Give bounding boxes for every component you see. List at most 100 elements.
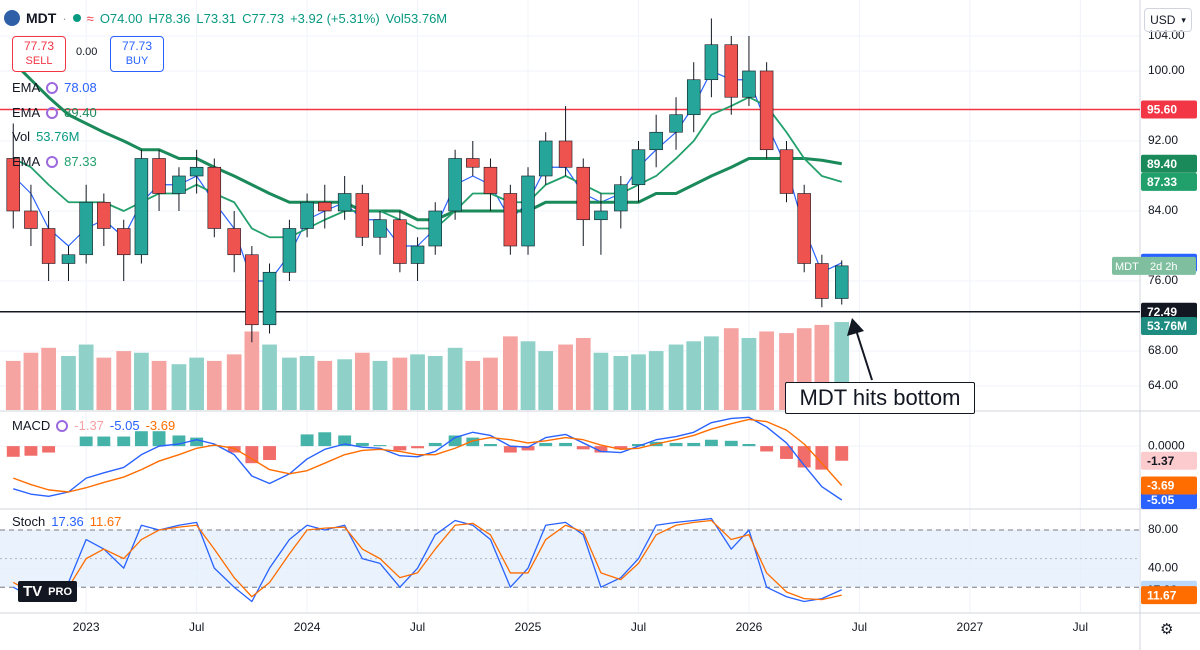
price-badge: [1141, 172, 1197, 191]
currency-select[interactable]: USD ▾: [1144, 8, 1192, 32]
volume-badge-label: 53.76M: [1147, 319, 1187, 333]
sell-button[interactable]: 77.73 SELL: [12, 36, 66, 72]
legend-value: 11.67: [89, 514, 122, 529]
volume-bar: [502, 336, 518, 410]
volume-bar: [392, 357, 408, 410]
symbol[interactable]: MDT: [26, 10, 57, 26]
volume-bar: [483, 357, 498, 410]
volume-bar: [171, 364, 187, 410]
price-badge: [1141, 100, 1197, 119]
macd-histogram-bar: [172, 435, 186, 447]
icon[interactable]: [56, 419, 69, 432]
candle-body: [410, 245, 425, 264]
macd-histogram-bar: [466, 437, 480, 447]
x-tick-label: 2024: [294, 620, 321, 634]
x-tick-label: 2027: [957, 620, 984, 634]
volume-bar: [337, 359, 353, 410]
macd-histogram-bar: [6, 446, 20, 457]
macd-histogram-bar: [760, 446, 774, 452]
candle-body: [262, 271, 277, 326]
macd-histogram-bar: [24, 446, 38, 456]
price-badge: [1141, 476, 1197, 495]
buy-button[interactable]: 77.73 BUY: [110, 36, 164, 72]
price-badge: [1141, 154, 1197, 173]
compare-icon[interactable]: ≈: [86, 10, 94, 26]
y-tick-label: 0.0000: [1148, 438, 1185, 452]
candle-body: [779, 149, 794, 194]
candle-body: [79, 201, 93, 256]
logo: TV PRO: [18, 581, 78, 602]
logo-mark: TV: [23, 583, 43, 600]
candle-body: [24, 210, 38, 229]
icon[interactable]: [46, 155, 59, 168]
volume-bar: [206, 360, 222, 410]
ohlc-open: O74.00: [99, 10, 143, 26]
countdown: 2d 2h: [1150, 261, 1178, 273]
volume-badge: [1141, 317, 1197, 335]
icon[interactable]: [46, 106, 59, 119]
volume-bar: [78, 344, 94, 410]
candle-body: [207, 166, 222, 229]
volume-bar: [299, 356, 315, 410]
volume-bar: [5, 360, 21, 410]
macd-histogram-bar: [245, 446, 259, 464]
candle-body: [448, 158, 462, 212]
candle-body: [152, 158, 166, 194]
legend-macd: MACD -1.37 -5.05 -3.69: [12, 418, 175, 433]
settings[interactable]: ⚙: [1160, 621, 1174, 638]
volume-bar: [244, 331, 260, 410]
ohlc-close: C77.73: [242, 10, 285, 26]
x-tick-label: 2026: [736, 620, 763, 634]
legend-ema: EMA 87.33: [12, 154, 97, 169]
volume-bar: [354, 352, 370, 410]
x-tick-label: Jul: [189, 620, 204, 634]
legend-value: 89.40: [64, 105, 97, 120]
legend-stoch: Stoch 17.36 11.67: [12, 514, 121, 529]
price-badge-label: 87.33: [1147, 175, 1177, 189]
candle-body: [649, 131, 663, 151]
x-tick-label: Jul: [852, 620, 867, 634]
x-tick-label: 2025: [515, 620, 542, 634]
arrow-shaft: [855, 329, 873, 381]
volume-bar: [427, 356, 443, 410]
icon[interactable]: [46, 81, 59, 94]
candle-body: [538, 140, 553, 177]
legend-name: Stoch: [12, 514, 46, 529]
volume-bar: [575, 338, 591, 410]
price-badge: [1141, 302, 1197, 321]
legend-value: 17.36: [51, 514, 84, 529]
y-tick-label: 84.00: [1148, 203, 1178, 217]
candle-body: [614, 184, 628, 212]
volume-bar: [189, 357, 204, 410]
candle-body: [282, 228, 297, 273]
candle-body: [428, 210, 442, 247]
candle-body: [337, 193, 352, 212]
legend-value: -1.37: [74, 418, 104, 433]
y-tick-label: 76.00: [1148, 273, 1178, 287]
volume-bar: [558, 344, 573, 410]
candle-body: [759, 70, 774, 151]
legend-volume: Vol 53.76M: [12, 129, 79, 144]
legend-name: EMA: [12, 154, 41, 169]
x-tick-label: Jul: [1073, 620, 1088, 634]
legend-value: -3.69: [145, 418, 176, 433]
x-tick-label: 2023: [73, 620, 100, 634]
sell-price: 77.73: [23, 39, 55, 53]
volume-bar: [631, 354, 646, 410]
volume-bar: [723, 328, 739, 410]
macd-histogram-bar: [503, 446, 517, 453]
volume-bar: [704, 336, 719, 410]
macd-histogram-bar: [669, 442, 683, 447]
macd-histogram-bar: [704, 439, 718, 447]
price-badge-label: 72.49: [1147, 305, 1177, 319]
ema-line: [12, 70, 843, 282]
legend-value: -5.05: [109, 418, 140, 433]
candle-body: [835, 265, 849, 299]
arrow-head: [847, 318, 864, 336]
market-status: [72, 14, 81, 22]
candle-body: [669, 114, 683, 133]
macd-histogram-bar: [448, 435, 462, 447]
candle-body: [483, 166, 498, 194]
